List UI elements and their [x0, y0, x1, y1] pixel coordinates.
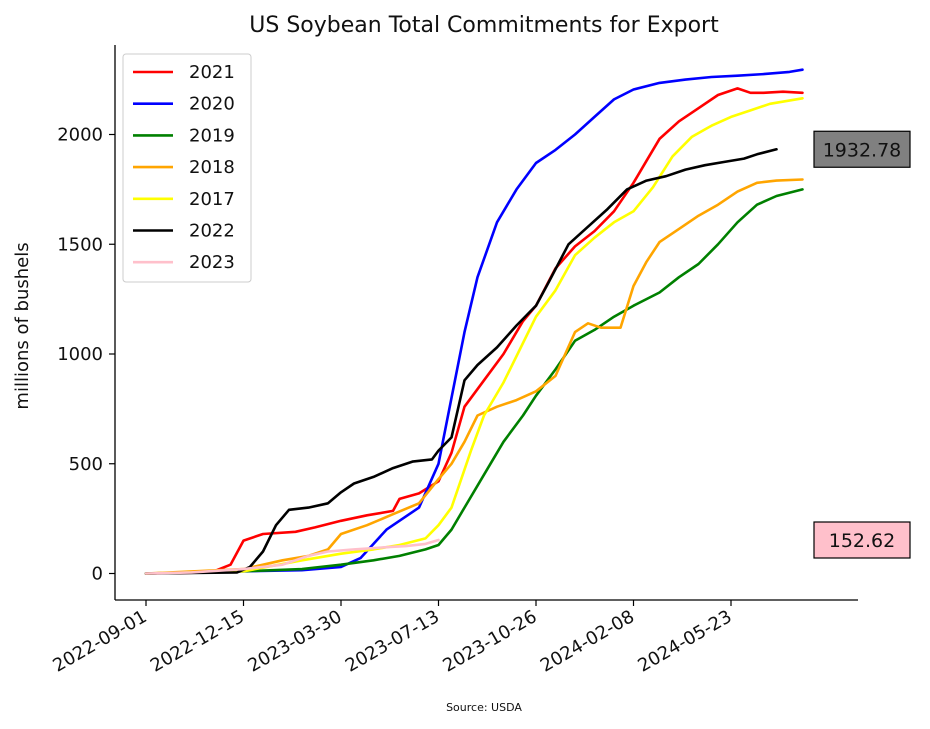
- legend-label-2022: 2022: [189, 221, 235, 242]
- x-tick-label: 2023-10-26: [439, 606, 540, 676]
- legend-label-2019: 2019: [189, 125, 235, 146]
- callout-box-1: [813, 521, 911, 559]
- series-line-2023: [144, 538, 440, 575]
- y-tick-label: 0: [92, 564, 103, 585]
- x-tick-label: 2024-05-23: [634, 606, 735, 676]
- callout-label-0: 1932.78: [823, 139, 902, 161]
- series-line-2020: [144, 68, 804, 575]
- legend: 2021 2020 2019 2018 2017 2022 2023: [122, 53, 252, 283]
- legend-label-2017: 2017: [189, 189, 235, 210]
- x-tick-label: 2023-07-13: [342, 606, 443, 676]
- series-line-2021: [144, 87, 804, 575]
- series-line-2022: [144, 148, 778, 575]
- x-tick-label: 2022-09-01: [49, 606, 150, 676]
- x-tick-label: 2024-02-08: [537, 606, 638, 676]
- series-line-2018: [144, 178, 804, 575]
- callouts: 1932.78 152.62: [813, 130, 911, 559]
- y-tick-label: 1500: [57, 234, 103, 255]
- legend-label-2018: 2018: [189, 157, 235, 178]
- x-tick-label: 2022-12-15: [147, 606, 248, 676]
- legend-label-2020: 2020: [189, 94, 235, 115]
- series-line-2019: [144, 188, 804, 575]
- callout-box-0: [813, 130, 911, 168]
- callout-label-1: 152.62: [829, 530, 895, 552]
- y-tick-label: 1000: [57, 344, 103, 365]
- y-tick-label: 2000: [57, 125, 103, 146]
- chart-title: US Soybean Total Commitments for Export: [249, 13, 719, 38]
- series-layer: [144, 68, 804, 575]
- legend-label-2023: 2023: [189, 252, 235, 273]
- x-tick-label: 2023-03-30: [244, 606, 345, 676]
- legend-box: [122, 53, 252, 283]
- y-axis-label: millions of bushels: [12, 242, 33, 409]
- legend-label-2021: 2021: [189, 62, 235, 83]
- source-note: Source: USDA: [446, 701, 522, 714]
- y-tick-label: 500: [69, 454, 103, 475]
